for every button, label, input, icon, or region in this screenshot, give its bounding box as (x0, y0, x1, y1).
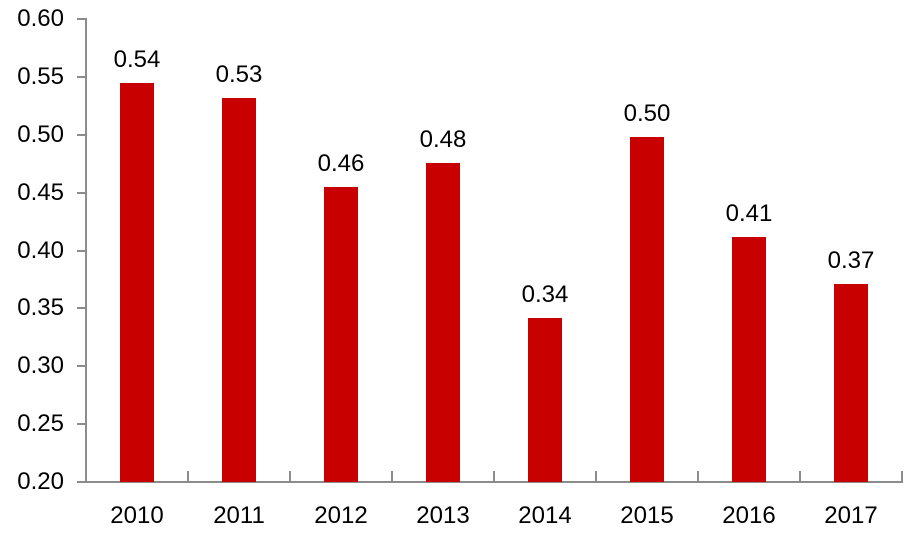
y-axis-tick-label: 0.60 (17, 5, 64, 32)
x-axis-tick (391, 471, 393, 482)
x-axis-tick-label: 2014 (518, 502, 572, 529)
y-axis-tick-label: 0.40 (17, 236, 64, 264)
x-axis-tick-label: 2011 (213, 502, 265, 529)
y-axis-tick-label: 0.20 (17, 468, 64, 495)
x-axis-tick (595, 471, 597, 482)
y-axis-tick (77, 133, 86, 136)
bar (324, 186, 358, 482)
bar (630, 137, 664, 482)
y-axis-tick (77, 249, 86, 252)
y-axis-line (85, 18, 87, 483)
y-axis-tick-label: 0.45 (17, 178, 64, 206)
y-axis-tick-label: 0.55 (17, 62, 64, 90)
x-axis-tick (901, 471, 903, 482)
x-axis-tick-label: 2012 (314, 502, 368, 529)
bar-value-label: 0.37 (827, 247, 875, 275)
y-axis-tick (77, 423, 86, 426)
bar (120, 82, 154, 482)
x-axis-line (85, 481, 903, 483)
y-axis-tick (77, 18, 86, 20)
bar-value-label: 0.50 (623, 100, 671, 128)
bar-value-label: 0.48 (419, 125, 467, 153)
x-axis-tick-label: 2016 (722, 502, 776, 529)
bar (528, 317, 562, 482)
y-axis-tick-label: 0.30 (17, 352, 64, 380)
y-axis-tick-label: 0.50 (17, 120, 64, 148)
x-axis-tick-label: 2010 (110, 502, 164, 529)
bar-value-label: 0.53 (215, 60, 263, 88)
y-axis-tick-label: 0.25 (17, 410, 64, 438)
y-axis-tick (77, 481, 86, 483)
x-axis-tick-label: 2015 (620, 502, 674, 529)
x-axis-tick (697, 471, 699, 482)
x-axis-tick-label: 2013 (416, 502, 470, 529)
x-axis-tick-label: 2017 (824, 502, 878, 529)
bar-value-label: 0.54 (113, 45, 161, 73)
bar-value-label: 0.34 (521, 280, 569, 308)
x-axis-tick (187, 471, 189, 482)
bar-value-label: 0.41 (725, 199, 773, 227)
bar (834, 284, 868, 482)
x-axis-tick (289, 471, 291, 482)
y-axis-tick-label: 0.35 (17, 294, 64, 322)
y-axis-tick (77, 365, 86, 368)
bar (222, 97, 256, 482)
bar-value-label: 0.46 (317, 149, 365, 177)
bar (426, 162, 460, 482)
y-axis-tick (77, 191, 86, 194)
y-axis-tick (77, 75, 86, 78)
y-axis-tick (77, 307, 86, 310)
x-axis-tick (493, 471, 495, 482)
bar (732, 236, 766, 482)
x-axis-tick (799, 471, 801, 482)
